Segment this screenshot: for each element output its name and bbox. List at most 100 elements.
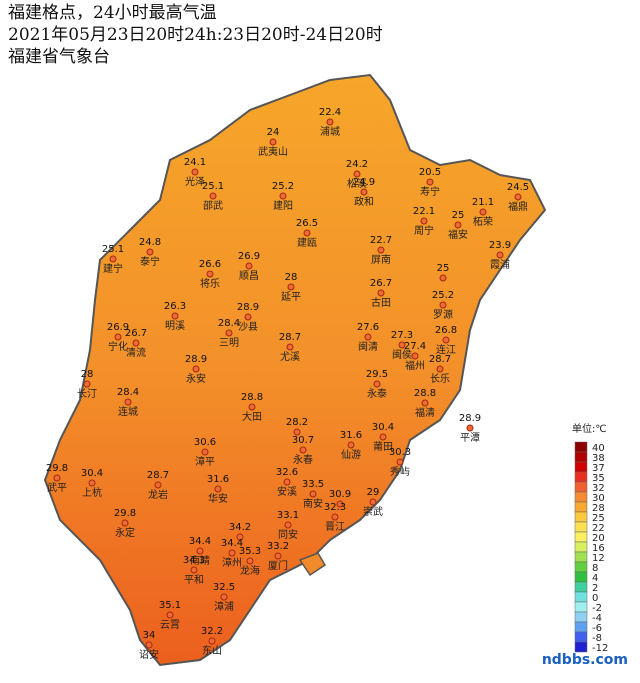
legend-swatch <box>574 521 588 533</box>
station-name: 平潭 <box>460 432 480 444</box>
station-name: 泰宁 <box>140 255 160 268</box>
station-name: 松溪 <box>347 177 367 190</box>
legend-swatch <box>574 591 588 603</box>
station-value: 27.6 <box>357 322 379 333</box>
station-dot <box>439 274 447 282</box>
station-name: 永定 <box>115 526 135 539</box>
station-value: 29.5 <box>366 369 388 380</box>
station-value: 27.4 <box>404 341 426 352</box>
station-value: 32.3 <box>324 502 346 513</box>
station-dot <box>466 424 474 432</box>
legend-label: 4 <box>592 573 598 584</box>
station-dot <box>279 192 287 200</box>
station-name: 柘荣 <box>473 215 493 228</box>
station-name: 永泰 <box>367 387 387 400</box>
station-name: 清流 <box>126 346 146 359</box>
station-value: 24.8 <box>139 237 161 248</box>
station-name: 明溪 <box>165 320 185 332</box>
station-name: 上杭 <box>82 486 102 499</box>
station-dot <box>154 481 162 489</box>
station-name: 莆田 <box>373 440 393 453</box>
station-dot <box>214 485 222 493</box>
station-name: 大田 <box>242 410 262 423</box>
station-dot <box>145 641 153 649</box>
legend-label: 35 <box>592 473 605 484</box>
station-dot <box>377 246 385 254</box>
station-name: 长汀 <box>77 388 97 400</box>
station-dot <box>225 329 233 337</box>
station-name: 连江 <box>436 343 456 356</box>
station-name: 晋江 <box>325 521 345 533</box>
station-dot <box>442 336 450 344</box>
station-value: 34.2 <box>229 522 251 533</box>
station-dot <box>353 170 361 178</box>
station-name: 连城 <box>118 405 138 418</box>
station-value: 25 <box>452 210 465 221</box>
station-dot <box>228 549 236 557</box>
province <box>43 73 547 667</box>
station-value: 30.3 <box>389 447 411 458</box>
legend-swatch <box>574 441 588 453</box>
subtitle: 2021年05月23日20时24h:23日20时-24日20时 <box>8 25 383 45</box>
station-value: 25 <box>437 263 450 274</box>
watermark: ndbbs.com <box>542 652 628 668</box>
station-dot <box>398 341 406 349</box>
station-dot <box>121 519 129 527</box>
legend-swatch <box>574 501 588 513</box>
legend-label: -4 <box>592 613 602 624</box>
station-value: 32.6 <box>276 467 298 478</box>
station-dot <box>373 380 381 388</box>
station-dot <box>436 365 444 373</box>
station-value: 28.7 <box>147 470 169 481</box>
station-dot <box>303 229 311 237</box>
station-dot <box>426 178 434 186</box>
station-value: 29.8 <box>114 508 136 519</box>
station-dot <box>396 458 404 466</box>
station-name: 诏安 <box>139 648 159 661</box>
legend-label: 25 <box>592 513 605 524</box>
station-value: 34.4 <box>189 536 211 547</box>
station-value: 26.9 <box>238 251 260 262</box>
station-value: 31.6 <box>340 430 362 441</box>
station-name: 浦城 <box>320 125 340 138</box>
legend-label: 38 <box>592 453 605 464</box>
station-dot <box>244 313 252 321</box>
station-name: 武夷山 <box>258 145 288 158</box>
station-name: 仙游 <box>341 448 361 461</box>
station-name: 漳浦 <box>214 600 234 613</box>
legend-label: 12 <box>592 553 605 564</box>
station-value: 26.3 <box>164 301 186 312</box>
station-dot <box>283 478 291 486</box>
station-dot <box>360 188 368 196</box>
legend-swatch <box>574 631 588 643</box>
station-name: 安溪 <box>277 485 297 498</box>
station-name: 福鼎 <box>508 200 528 213</box>
station-name: 光泽 <box>185 175 205 188</box>
station-name: 延平 <box>281 291 301 303</box>
station-dot <box>245 262 253 270</box>
station-value: 22.1 <box>413 206 435 217</box>
station-name: 政和 <box>354 195 374 208</box>
station-value: 28.7 <box>279 332 301 343</box>
legend-swatch <box>574 621 588 633</box>
station-value: 27.3 <box>391 330 413 341</box>
legend-label: 32 <box>592 483 605 494</box>
station-value: 21.1 <box>472 197 494 208</box>
station-name: 崇武 <box>363 505 383 518</box>
station-value: 28.9 <box>459 413 481 424</box>
station-dot <box>286 343 294 351</box>
station-name: 平和 <box>184 574 204 586</box>
legend-title: 单位:℃ <box>572 422 607 435</box>
legend-swatch <box>574 531 588 543</box>
legend-label: 0 <box>592 593 598 604</box>
station-value: 33.5 <box>302 479 324 490</box>
station-dot <box>336 500 344 508</box>
station-name: 厦门 <box>268 559 288 572</box>
legend-label: 40 <box>592 443 605 454</box>
legend-swatch <box>574 551 588 563</box>
station-dot <box>236 533 244 541</box>
station-dot <box>479 208 487 216</box>
station-name: 三明 <box>219 337 239 349</box>
station-name: 霞浦 <box>490 258 510 271</box>
